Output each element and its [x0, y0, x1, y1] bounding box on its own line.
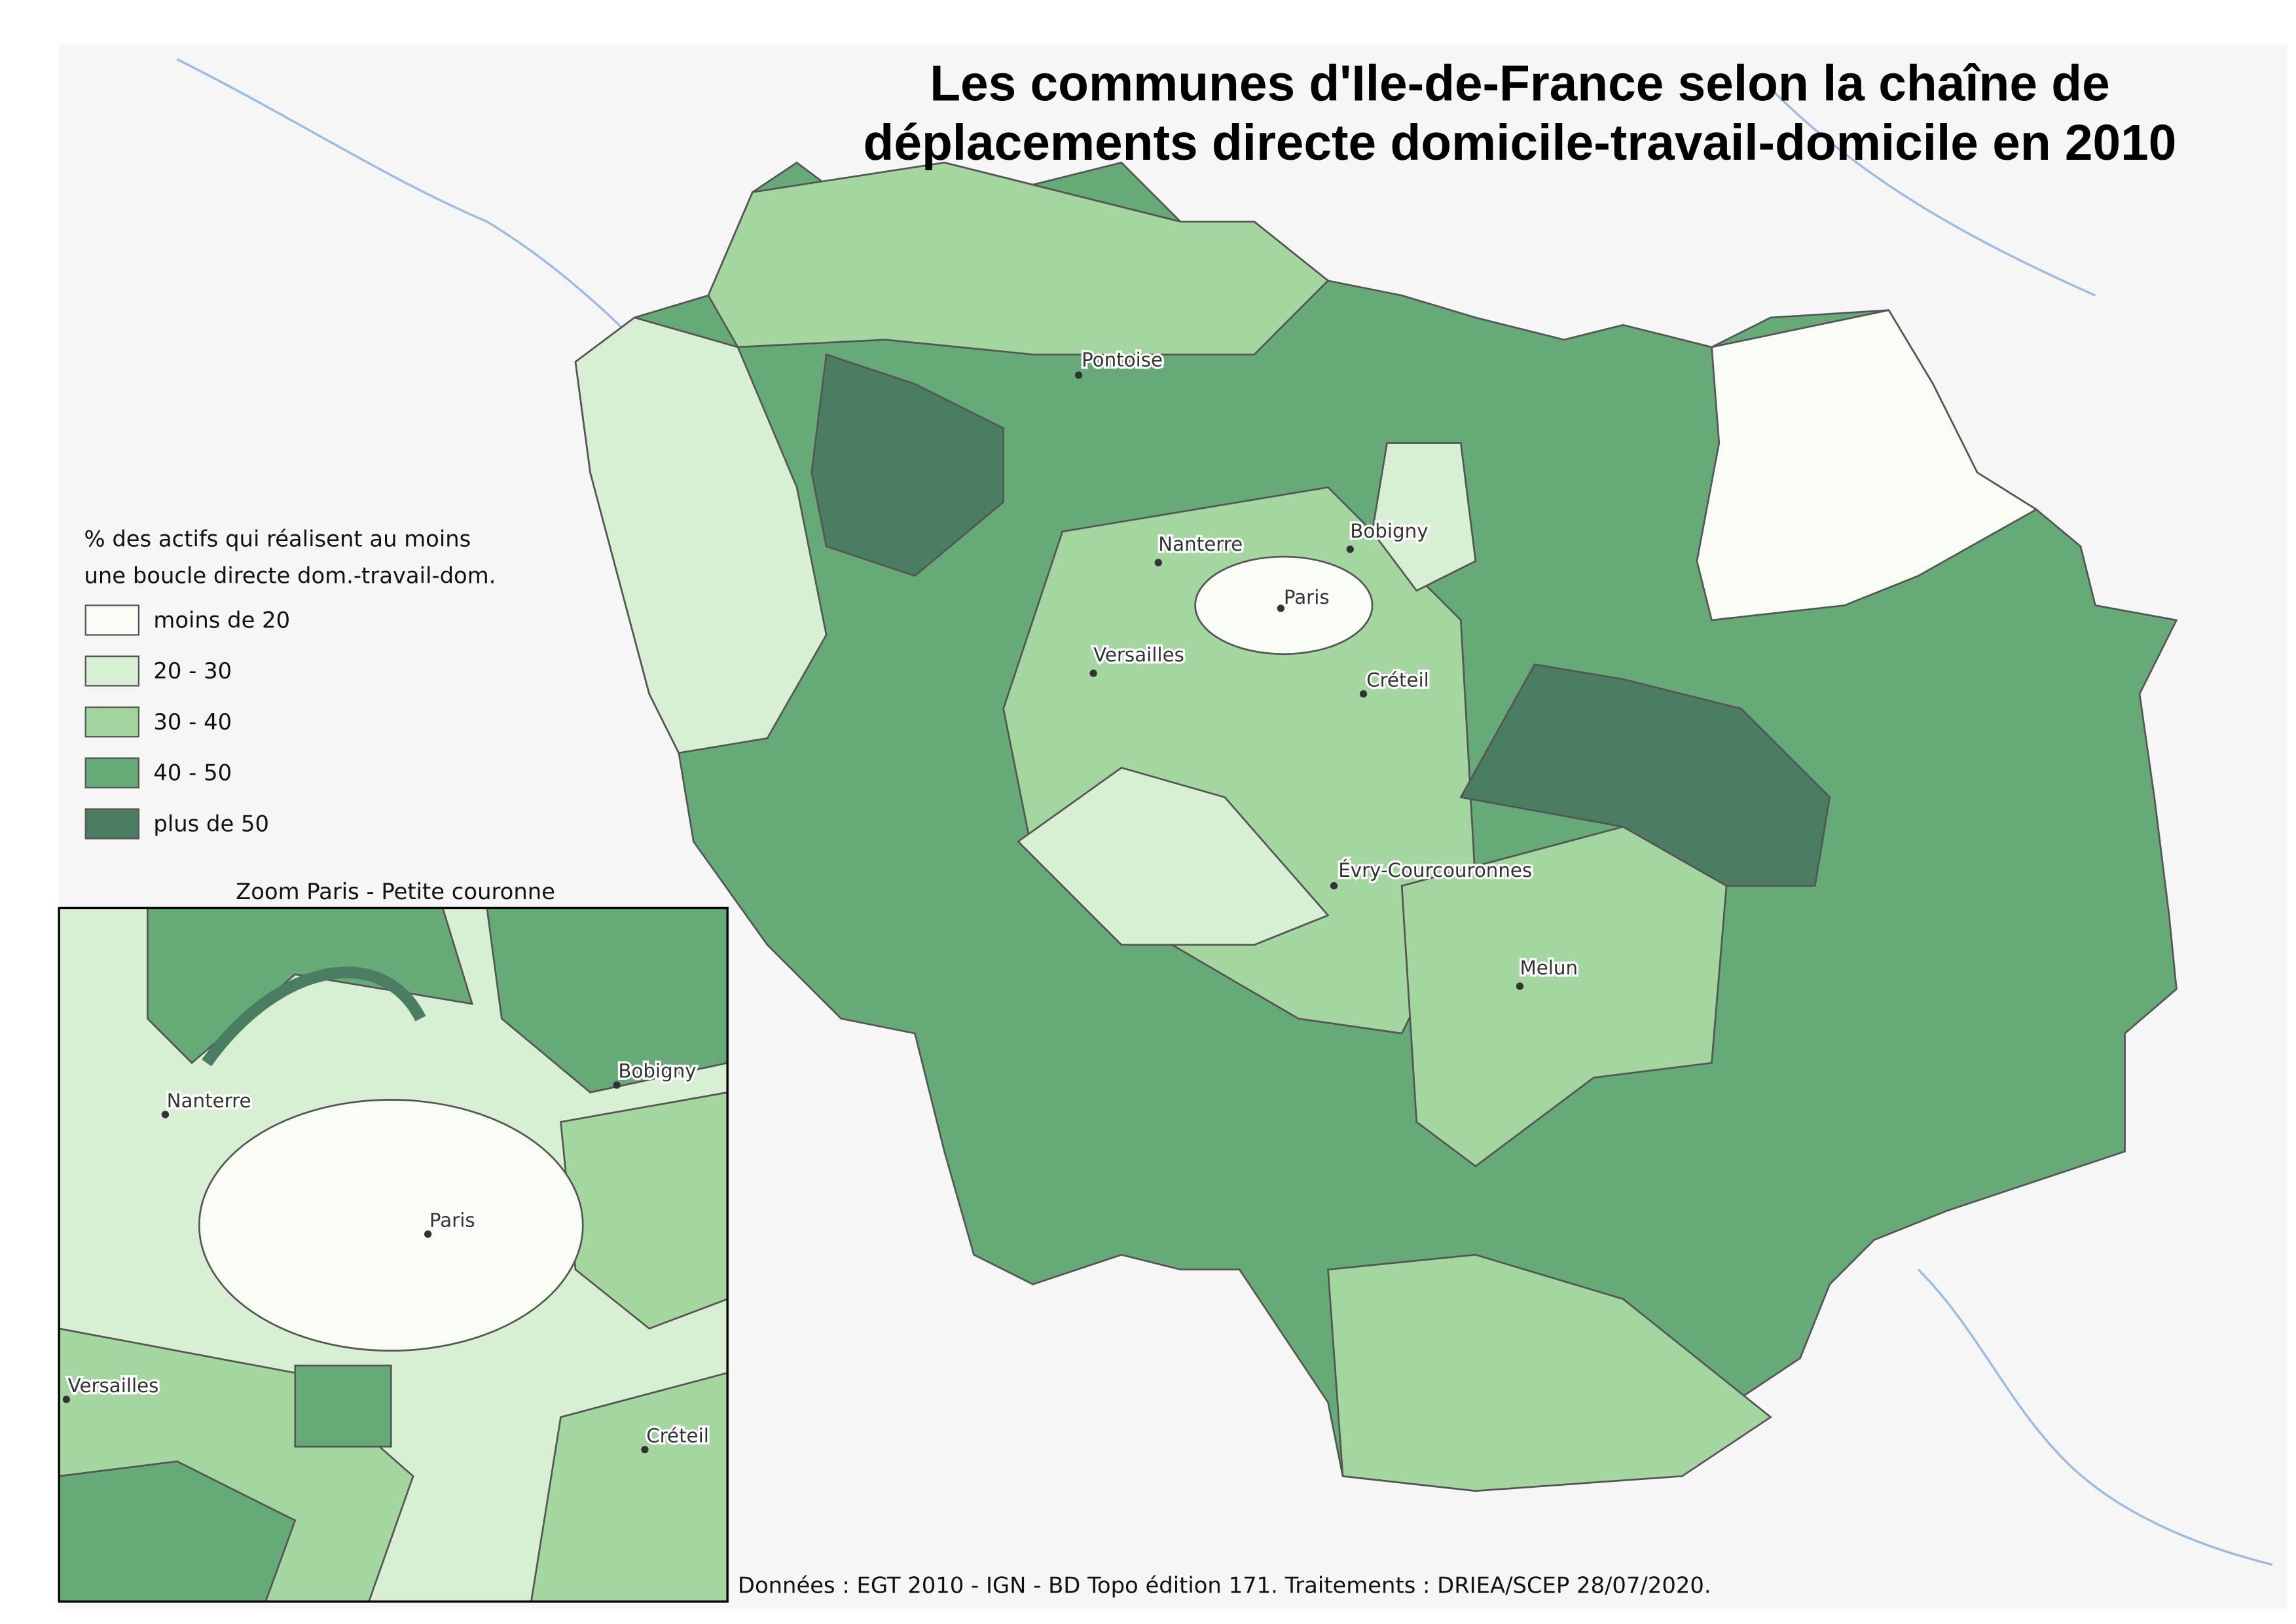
inset-city-labels: Nanterre Bobigny Paris Versailles Créteil	[62, 1058, 711, 1454]
zone	[147, 908, 474, 1064]
city-marker	[613, 1081, 621, 1089]
legend-label: 40 - 50	[153, 760, 232, 786]
zone	[198, 1099, 584, 1352]
city-label: Bobigny	[1350, 520, 1428, 542]
city-label: Paris	[1284, 586, 1330, 608]
legend-swatch	[84, 808, 139, 840]
city-marker	[641, 1446, 649, 1454]
zone	[1194, 555, 1374, 655]
city-label: Créteil	[1366, 669, 1429, 691]
zone	[1459, 663, 1831, 887]
inset-map	[59, 908, 728, 1602]
city-marker	[1089, 669, 1097, 677]
inset-title: Zoom Paris - Petite couronne	[236, 879, 555, 904]
rivers	[176, 58, 2273, 1566]
city-labels: Pontoise Nanterre Bobigny Paris Versailles Cr…	[1074, 346, 1580, 990]
zone	[707, 161, 1330, 356]
title-line: déplacements directe domicile-travail-do…	[864, 115, 2177, 171]
legend-label: 30 - 40	[153, 709, 232, 735]
city-marker	[1154, 559, 1162, 566]
city-label: Nanterre	[167, 1090, 251, 1112]
zone	[1371, 442, 1477, 592]
city-marker	[1330, 882, 1338, 890]
city-label: Versailles	[1093, 644, 1184, 666]
region-map	[574, 161, 2178, 1492]
zone	[1017, 766, 1330, 946]
source: Données : EGT 2010 - IGN - BD Topo éditi…	[738, 1572, 1711, 1598]
city-marker	[424, 1230, 432, 1238]
zone	[486, 908, 728, 1094]
city-label: Versailles	[68, 1375, 159, 1397]
legend-label: moins de 20	[153, 607, 290, 633]
city-marker	[62, 1395, 71, 1403]
city-marker	[1359, 690, 1368, 698]
city-marker	[1277, 604, 1285, 612]
legend-swatch	[84, 655, 139, 687]
title-line: Les communes d'Ile-de-France selon la ch…	[930, 56, 2109, 112]
legend-title: une boucle directe dom.-travail-dom.	[84, 563, 496, 589]
zone	[1696, 309, 2038, 621]
city-label: Bobigny	[618, 1060, 696, 1082]
legend-swatch	[84, 757, 139, 788]
legend-label: plus de 50	[153, 811, 269, 836]
city-label: Paris	[429, 1209, 475, 1231]
city-marker	[1346, 545, 1354, 553]
seine	[202, 967, 426, 1067]
city-marker	[1516, 982, 1524, 990]
zone	[1327, 1253, 1772, 1492]
legend-title: % des actifs qui réalisent au moins	[84, 526, 471, 551]
city-marker	[161, 1111, 170, 1118]
city-label: Pontoise	[1082, 348, 1163, 371]
zone	[530, 1372, 728, 1602]
city-label: Nanterre	[1158, 533, 1243, 555]
zone	[59, 1460, 297, 1602]
legend-label: 20 - 30	[153, 658, 232, 684]
legend-swatch	[84, 604, 139, 636]
city-label: Évry-Courcouronnes	[1338, 858, 1532, 881]
city-label: Melun	[1520, 957, 1578, 979]
zone	[811, 353, 1004, 577]
zone	[294, 1364, 392, 1448]
legend-swatch	[84, 706, 139, 738]
inset-frame	[58, 906, 729, 1603]
city-marker	[1074, 371, 1083, 379]
zone	[574, 316, 828, 754]
legend: % des actifs qui réalisent au moins une …	[84, 526, 496, 840]
city-label: Créteil	[646, 1424, 709, 1447]
